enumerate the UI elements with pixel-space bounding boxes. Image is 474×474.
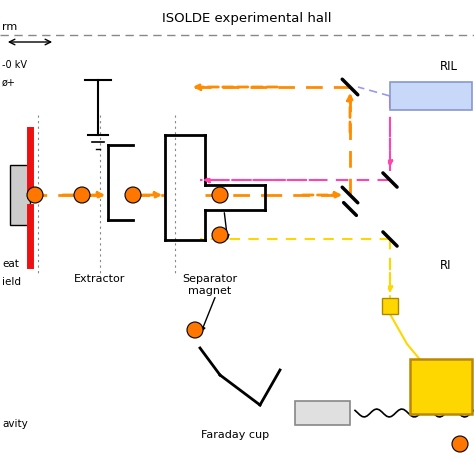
Text: eat: eat [2, 259, 19, 269]
Text: avity: avity [2, 419, 28, 429]
Text: Wave
meter: Wave meter [424, 376, 458, 397]
Text: rm: rm [2, 22, 17, 32]
Circle shape [27, 187, 43, 203]
Bar [295, 401, 350, 425]
Circle shape [187, 322, 203, 338]
Text: -0 kV: -0 kV [2, 60, 27, 70]
Circle shape [212, 187, 228, 203]
Text: RI: RI [440, 259, 452, 272]
Text: ield: ield [2, 277, 21, 287]
Bar [390, 82, 472, 110]
Text: RIL: RIL [440, 60, 458, 73]
Text: Extractor: Extractor [74, 274, 126, 284]
Bar [382, 298, 398, 314]
Circle shape [212, 227, 228, 243]
Text: Separator
magnet: Separator magnet [182, 274, 237, 296]
Text: Faraday cup: Faraday cup [201, 430, 269, 440]
Circle shape [452, 436, 468, 452]
Bar [10, 165, 30, 225]
Bar [410, 359, 472, 414]
Text: DAQ: DAQ [310, 408, 335, 418]
Circle shape [74, 187, 90, 203]
Text: ø+: ø+ [2, 78, 16, 88]
Text: ISOLDE experimental hall: ISOLDE experimental hall [162, 12, 331, 25]
Text: Triple: Triple [415, 90, 447, 102]
Circle shape [125, 187, 141, 203]
